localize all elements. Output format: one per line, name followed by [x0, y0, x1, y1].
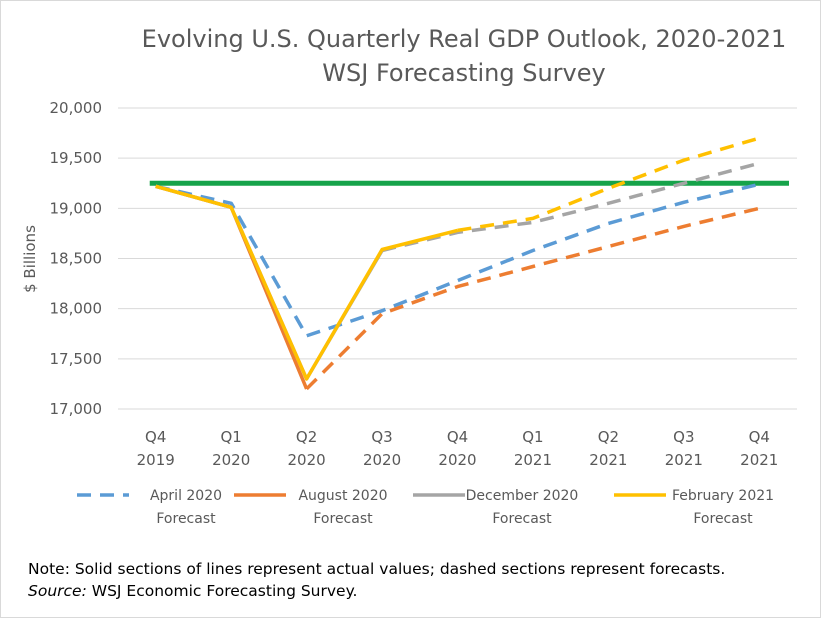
x-tick-year: 2020	[438, 451, 476, 469]
series-3-forecast	[457, 136, 760, 233]
series-0-forecast	[155, 182, 760, 338]
y-axis-label: $ Billions	[21, 225, 39, 293]
chart-subtitle: WSJ Forecasting Survey	[322, 59, 605, 87]
x-tick-year: 2021	[514, 451, 552, 469]
source-line: Source: WSJ Economic Forecasting Survey.	[28, 580, 808, 602]
x-tick-quarter: Q4	[749, 428, 770, 446]
y-tick-label: 17,000	[50, 400, 103, 418]
legend-label: Forecast	[313, 511, 373, 527]
x-tick-year: 2021	[589, 451, 627, 469]
source-text: WSJ Economic Forecasting Survey.	[86, 582, 358, 600]
legend-label: February 2021	[672, 488, 774, 504]
legend-item: February 2021 Forecast	[614, 488, 774, 527]
legend-label: Forecast	[693, 511, 753, 527]
series-2-actual	[155, 184, 384, 381]
x-tick-quarter: Q2	[598, 428, 619, 446]
x-tick-labels: Q4 2019 Q1 2020 Q2 2020 Q3 2020 Q4 2020 Q1 2021 Q2 20…	[137, 428, 779, 469]
x-tick-year: 2021	[665, 451, 703, 469]
series-3-actual	[155, 184, 458, 381]
chart-note: Note: Solid sections of lines represent …	[28, 558, 808, 602]
x-tick-year: 2019	[137, 451, 175, 469]
legend-label: Forecast	[492, 511, 552, 527]
x-tick-quarter: Q4	[145, 428, 166, 446]
legend-label: Forecast	[156, 511, 216, 527]
x-tick-quarter: Q4	[447, 428, 468, 446]
x-tick-year: 2021	[740, 451, 778, 469]
series-2-forecast	[381, 161, 760, 253]
x-tick-year: 2020	[288, 451, 326, 469]
source-label: Source:	[28, 582, 87, 600]
series-lines	[149, 136, 789, 391]
x-tick-quarter: Q3	[673, 428, 694, 446]
y-tick-label: 17,500	[50, 350, 103, 368]
chart-title: Evolving U.S. Quarterly Real GDP Outlook…	[142, 25, 787, 53]
x-tick-quarter: Q2	[296, 428, 317, 446]
x-tick-year: 2020	[212, 451, 250, 469]
legend-item: August 2020 Forecast	[234, 488, 388, 527]
series-1-forecast	[305, 206, 760, 391]
y-tick-labels: 17,000 17,500 18,000 18,500 19,000 19,500 20,0…	[50, 99, 103, 418]
legend-item: April 2020 Forecast	[77, 488, 222, 527]
y-tick-label: 19,000	[50, 199, 103, 217]
x-tick-year: 2020	[363, 451, 401, 469]
legend-label: April 2020	[150, 488, 222, 504]
x-tick-quarter: Q1	[522, 428, 543, 446]
legend-item: December 2020 Forecast	[413, 488, 578, 527]
y-tick-label: 19,500	[50, 149, 103, 167]
y-tick-label: 20,000	[50, 99, 103, 117]
x-tick-quarter: Q1	[220, 428, 241, 446]
note-text: Note: Solid sections of lines represent …	[28, 560, 726, 578]
legend-label: December 2020	[466, 488, 579, 504]
y-tick-label: 18,000	[50, 300, 103, 318]
gridlines	[118, 107, 797, 410]
x-tick-quarter: Q3	[371, 428, 392, 446]
legend-label: August 2020	[298, 488, 387, 504]
y-tick-label: 18,500	[50, 250, 103, 268]
